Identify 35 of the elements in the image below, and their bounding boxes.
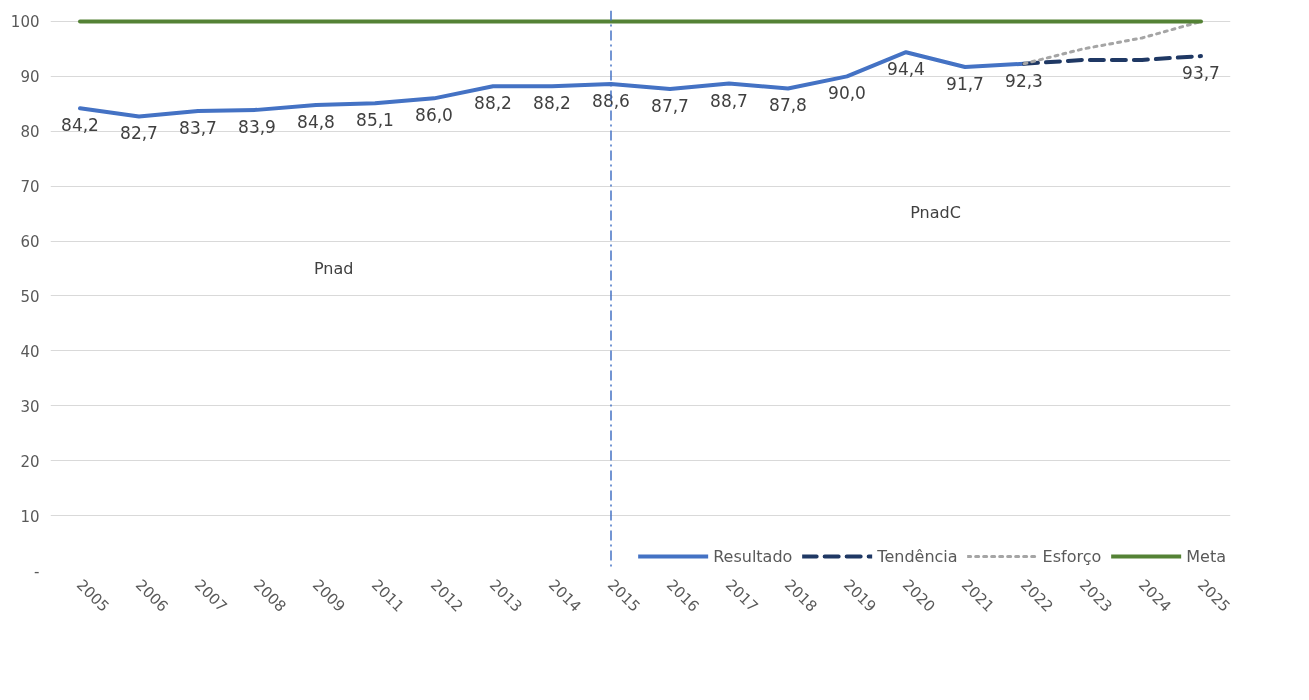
y-tick-label: 100	[10, 13, 40, 32]
y-tick-label: 90	[20, 68, 40, 87]
y-tick-label: 80	[20, 123, 40, 142]
data-label: 85,1	[356, 110, 394, 131]
data-label: 82,7	[120, 123, 158, 144]
data-label: 88,2	[474, 93, 512, 114]
y-tick-label: 50	[20, 287, 40, 306]
y-tick-label: 10	[20, 507, 40, 526]
data-label: 92,3	[1005, 70, 1043, 91]
legend-label: Meta	[1186, 546, 1226, 566]
data-label: 93,7	[1182, 63, 1220, 84]
data-label: 87,7	[651, 96, 689, 117]
data-label: 88,7	[710, 90, 748, 111]
legend-label: Esforço	[1042, 546, 1102, 566]
data-label: 84,8	[297, 111, 335, 132]
y-tick-label: 40	[20, 342, 40, 361]
data-label: 88,6	[592, 91, 630, 112]
y-tick-label: 60	[20, 233, 40, 252]
data-label: 84,2	[61, 115, 99, 136]
annotation: PnadC	[910, 202, 961, 222]
y-tick-label: -	[34, 562, 40, 581]
data-label: 94,4	[887, 59, 925, 80]
data-label: 83,7	[179, 117, 217, 138]
data-label: 90,0	[828, 83, 866, 104]
data-label: 88,2	[533, 93, 571, 114]
legend-label: Resultado	[713, 546, 793, 566]
legend-label: Tendência	[877, 546, 958, 566]
y-tick-label: 30	[20, 397, 40, 416]
data-label: 83,9	[238, 116, 276, 137]
annotation: Pnad	[313, 258, 354, 278]
y-tick-label: 70	[20, 178, 40, 197]
data-label: 86,0	[415, 105, 453, 126]
data-label: 91,7	[946, 74, 984, 95]
y-tick-label: 20	[20, 452, 40, 471]
data-label: 87,8	[769, 95, 807, 116]
